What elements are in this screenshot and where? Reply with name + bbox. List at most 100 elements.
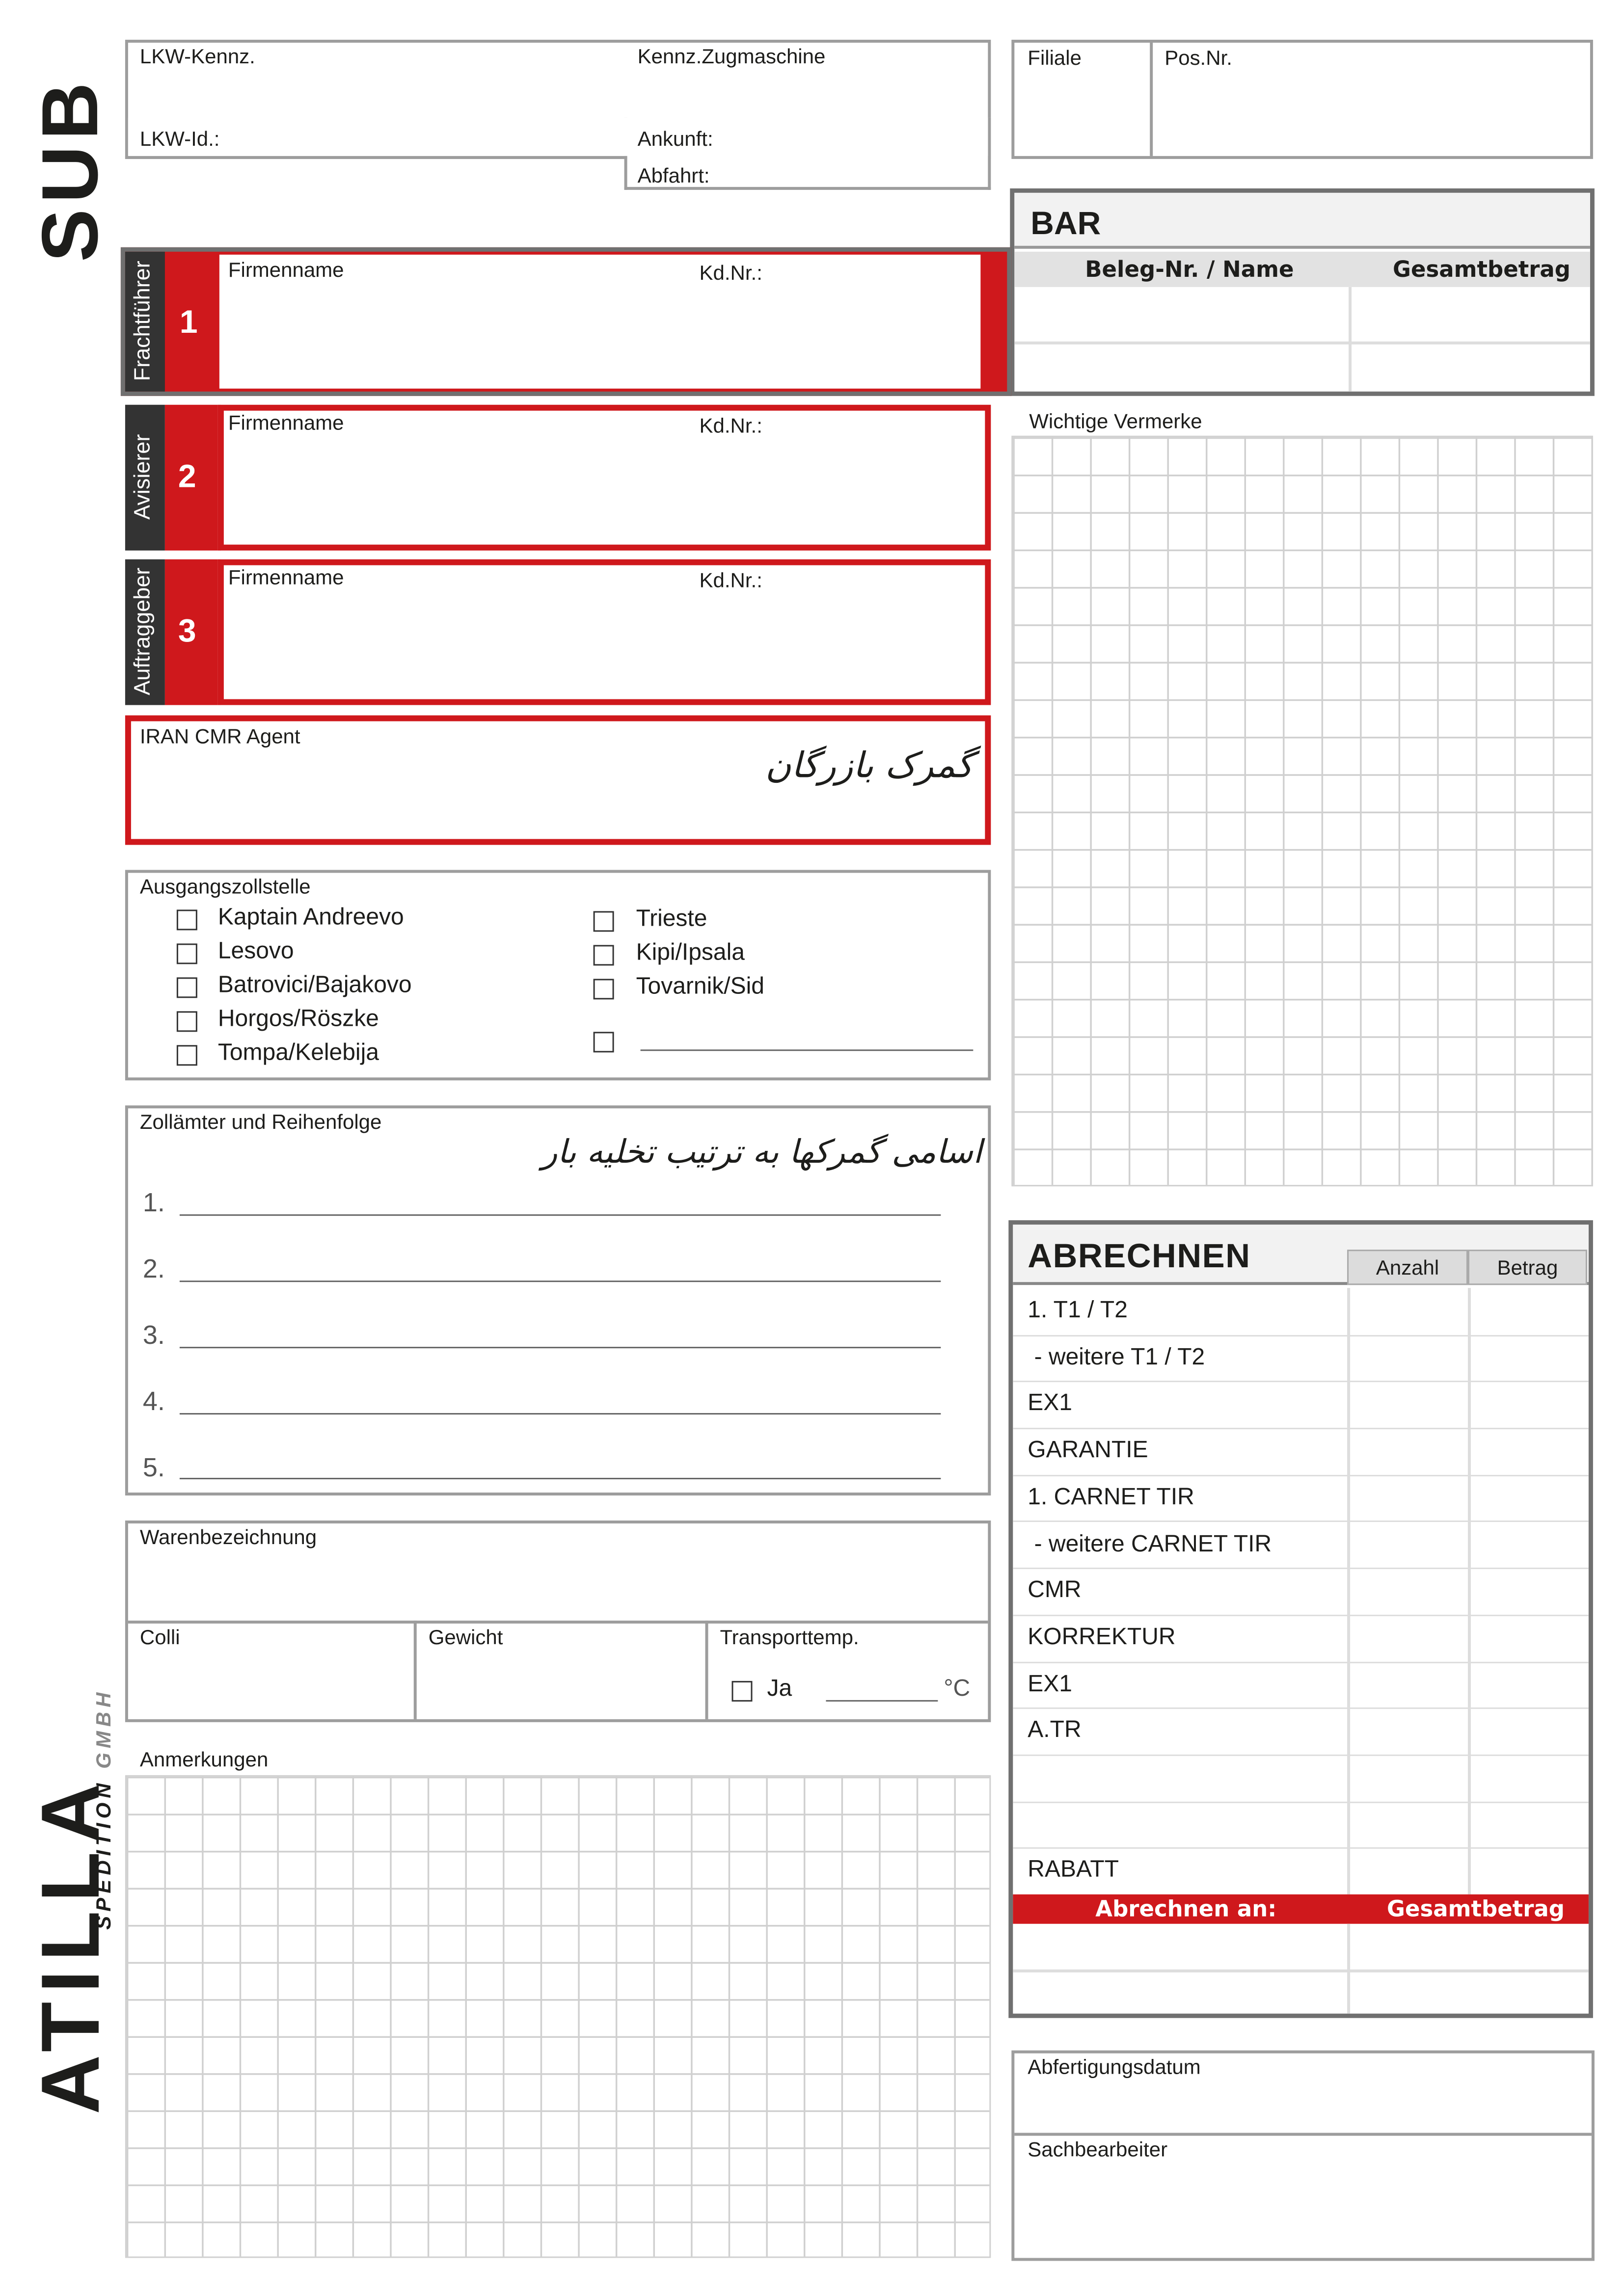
agent-label: IRAN CMR Agent [139, 724, 300, 748]
option-label: Lesovo [217, 939, 294, 964]
zoll-title: Zollämter und Reihenfolge [139, 1110, 382, 1134]
table-row: GARANTIE [1013, 1428, 1589, 1476]
filiale-label: Filiale [1028, 45, 1082, 69]
gewicht-label: Gewicht [428, 1625, 503, 1649]
option-label: Kaptain Andreevo [217, 905, 404, 931]
filiale-box: Filiale Pos.Nr. [1011, 39, 1593, 159]
temp-line[interactable] [826, 1700, 938, 1702]
option-label: Kipi/Ipsala [636, 940, 745, 966]
lkw-id-label: LKW-Id.: [139, 126, 220, 150]
ausgang-title: Ausgangszollstelle [139, 874, 311, 898]
kdnr-label: Kd.Nr.: [699, 568, 762, 592]
iran-cmr-agent-box: IRAN CMR Agent گمرک بازرگان [125, 715, 991, 845]
party-avisierer: Avisierer 2 Firmenname Kd.Nr.: [125, 404, 991, 551]
other-line[interactable] [640, 1049, 974, 1051]
lkw-kennz-label: LKW-Kennz. [139, 44, 255, 68]
party-auftraggeber: Auftraggeber 3 Firmenname Kd.Nr.: [125, 559, 991, 705]
entry-line[interactable] [179, 1413, 941, 1415]
bar-box: BAR Beleg-Nr. / Name Gesamtbetrag [1010, 188, 1595, 396]
table-row: KORREKTUR [1013, 1615, 1589, 1663]
gesamtbetrag-label: Gesamtbetrag [1387, 1896, 1565, 1922]
item-number: 5. [142, 1453, 165, 1482]
bar-col-gesamt: Gesamtbetrag [1393, 256, 1570, 283]
option-label: Horgos/Röszke [217, 1007, 379, 1032]
kdnr-label: Kd.Nr.: [699, 413, 762, 437]
sub-label: SUB [26, 76, 115, 262]
sachbearbeiter-label: Sachbearbeiter [1028, 2137, 1168, 2161]
vermerke-label: Wichtige Vermerke [1029, 409, 1202, 433]
logo-spedition: SPEDITION [91, 1779, 115, 1930]
firmenname-label: Firmenname [228, 410, 344, 434]
bar-col-beleg: Beleg-Nr. / Name [1085, 256, 1294, 283]
abrechnen-an-label: Abrechnen an: [1095, 1896, 1277, 1922]
checkbox[interactable] [176, 977, 197, 998]
table-row [1013, 1755, 1589, 1803]
checkbox[interactable] [593, 911, 614, 932]
anzahl-header: Anzahl [1347, 1250, 1468, 1285]
entry-line[interactable] [179, 1281, 941, 1282]
firmenname-label: Firmenname [228, 257, 344, 281]
ware-title: Warenbezeichnung [139, 1524, 317, 1548]
bar-title: BAR [1030, 204, 1101, 241]
betrag-header: Betrag [1468, 1250, 1587, 1285]
table-row: CMR [1013, 1568, 1589, 1616]
party-number: 2 [178, 457, 196, 495]
celsius-unit: °C [944, 1676, 971, 1702]
option-label: Tompa/Kelebija [217, 1041, 379, 1066]
table-row: - weitere T1 / T2 [1013, 1335, 1589, 1383]
entry-line[interactable] [179, 1214, 941, 1216]
abrechnen-footer-band: Abrechnen an: Gesamtbetrag [1013, 1894, 1589, 1924]
table-row [1013, 1801, 1589, 1849]
abfertigungsdatum-label: Abfertigungsdatum [1028, 2055, 1201, 2079]
anmerkungen-grid[interactable] [125, 1775, 991, 2258]
item-number: 2. [142, 1254, 165, 1284]
checkbox[interactable] [176, 943, 197, 964]
item-number: 1. [142, 1188, 165, 1218]
party-number: 3 [178, 612, 196, 649]
table-row: RABATT [1028, 1858, 1119, 1883]
table-row: EX1 [1013, 1661, 1589, 1709]
kdnr-label: Kd.Nr.: [699, 260, 762, 284]
table-row: EX1 [1013, 1381, 1589, 1430]
checkbox[interactable] [176, 1011, 197, 1032]
anmerkungen-label: Anmerkungen [139, 1747, 269, 1771]
zollaemter-box: Zollämter und Reihenfolge اسامی گمرکها ب… [125, 1105, 991, 1495]
item-number: 4. [142, 1387, 165, 1416]
zoll-handwritten: اسامی گمرکها به ترتیب تخلیه بار [541, 1135, 982, 1172]
ja-label: Ja [767, 1676, 792, 1702]
checkbox[interactable] [593, 979, 614, 1000]
firmenname-label: Firmenname [228, 565, 344, 589]
kennz-zugmaschine-label: Kennz.Zugmaschine [637, 44, 826, 68]
logo-spedition-gmbh: SPEDITION GMBH [91, 1635, 115, 1930]
agent-handwritten: گمرک بازرگان [765, 745, 974, 786]
party-role-label: Auftraggeber [130, 567, 156, 695]
checkbox[interactable] [176, 1045, 197, 1066]
logo-gmbh: GMBH [91, 1688, 115, 1769]
option-label: Batrovici/Bajakovo [217, 973, 412, 998]
option-label: Tovarnik/Sid [636, 974, 764, 1000]
vermerke-grid[interactable] [1011, 435, 1593, 1187]
colli-label: Colli [139, 1625, 180, 1649]
transporttemp-label: Transporttemp. [720, 1625, 859, 1649]
table-row: - weitere CARNET TIR [1013, 1521, 1589, 1570]
entry-line[interactable] [179, 1477, 941, 1479]
checkbox-other[interactable] [593, 1032, 614, 1053]
ankunft-label: Ankunft: [637, 126, 713, 150]
party-role-label: Avisierer [130, 434, 156, 520]
checkbox[interactable] [176, 909, 197, 931]
party-frachtfuehrer: Frachtführer 1 Firmenname Kd.Nr.: [120, 247, 1012, 396]
option-label: Trieste [636, 907, 707, 932]
betrag-label: Betrag [1497, 1255, 1558, 1280]
ausgangszollstelle-box: Ausgangszollstelle Kaptain Andreevo Leso… [125, 870, 991, 1081]
party-role-label: Frachtführer [130, 261, 156, 381]
warenbezeichnung-box: Warenbezeichnung Colli Gewicht Transport… [125, 1520, 991, 1722]
abfahrt-label: Abfahrt: [637, 163, 710, 187]
party-number: 1 [179, 303, 198, 340]
ja-checkbox[interactable] [731, 1681, 753, 1702]
checkbox[interactable] [593, 945, 614, 966]
abrechnen-rows: 1. T1 / T2 - weitere T1 / T2 EX1 GARANTI… [1013, 1288, 1589, 1895]
entry-line[interactable] [179, 1347, 941, 1349]
table-row: 1. CARNET TIR [1013, 1474, 1589, 1523]
table-row: 1. T1 / T2 [1013, 1288, 1589, 1336]
